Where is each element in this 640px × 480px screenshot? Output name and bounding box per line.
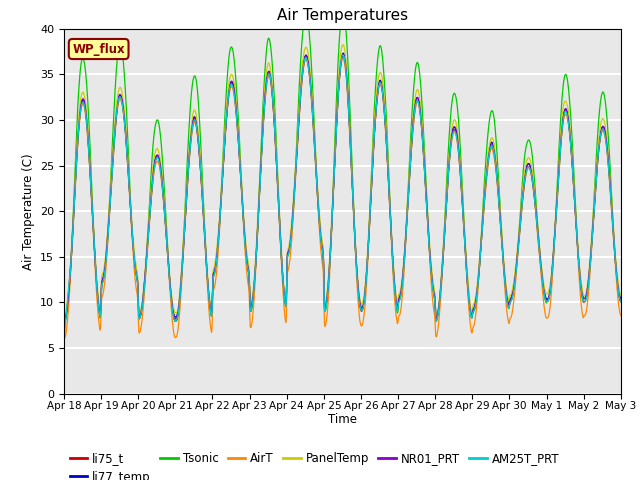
li75_t: [617, 299, 625, 304]
NR01_PRT: [216, 220, 223, 226]
PanelTemp: [60, 311, 68, 317]
Y-axis label: Air Temperature (C): Air Temperature (C): [22, 153, 35, 269]
NR01_PRT: [60, 316, 68, 322]
li75_t: [339, 52, 347, 58]
li77_temp: [584, 285, 591, 291]
Legend: li75_t, li77_temp, Tsonic, AirT, PanelTemp, NR01_PRT, AM25T_PRT: li75_t, li77_temp, Tsonic, AirT, PanelTe…: [65, 447, 564, 480]
li75_t: [60, 317, 68, 323]
PanelTemp: [617, 292, 625, 298]
Tsonic: [371, 93, 379, 98]
li77_temp: [339, 50, 347, 56]
NR01_PRT: [339, 52, 347, 58]
Tsonic: [617, 298, 625, 304]
Line: AirT: AirT: [64, 59, 621, 338]
AM25T_PRT: [216, 226, 223, 232]
AirT: [302, 56, 310, 61]
Tsonic: [216, 223, 223, 229]
li75_t: [505, 305, 513, 311]
AirT: [617, 312, 625, 318]
li77_temp: [371, 120, 379, 126]
Line: AM25T_PRT: AM25T_PRT: [64, 55, 621, 339]
X-axis label: Time: Time: [328, 413, 357, 426]
PanelTemp: [339, 42, 347, 48]
Tsonic: [505, 305, 513, 311]
PanelTemp: [216, 218, 223, 224]
NR01_PRT: [171, 316, 179, 322]
AirT: [60, 335, 68, 341]
Line: li77_temp: li77_temp: [64, 53, 621, 318]
Tsonic: [359, 305, 367, 311]
li77_temp: [359, 303, 367, 309]
li75_t: [584, 288, 591, 293]
li75_t: [371, 121, 379, 127]
Tsonic: [568, 135, 576, 141]
AM25T_PRT: [504, 304, 512, 310]
li75_t: [216, 222, 223, 228]
Tsonic: [584, 289, 591, 295]
NR01_PRT: [617, 299, 625, 304]
AirT: [371, 122, 379, 128]
NR01_PRT: [505, 303, 513, 309]
NR01_PRT: [359, 304, 367, 310]
li77_temp: [60, 315, 68, 321]
li77_temp: [216, 220, 223, 226]
AM25T_PRT: [617, 299, 625, 305]
Line: Tsonic: Tsonic: [64, 29, 621, 322]
PanelTemp: [505, 298, 513, 303]
NR01_PRT: [584, 285, 591, 290]
Title: Air Temperatures: Air Temperatures: [277, 9, 408, 24]
PanelTemp: [568, 152, 576, 157]
AM25T_PRT: [339, 52, 347, 58]
li75_t: [172, 318, 179, 324]
AM25T_PRT: [568, 156, 575, 162]
AirT: [568, 159, 576, 165]
PanelTemp: [433, 313, 440, 319]
Tsonic: [61, 319, 68, 324]
PanelTemp: [584, 282, 591, 288]
li75_t: [568, 159, 576, 165]
NR01_PRT: [568, 157, 576, 163]
li77_temp: [60, 315, 68, 321]
AM25T_PRT: [371, 124, 379, 130]
li77_temp: [568, 157, 576, 163]
AM25T_PRT: [60, 336, 68, 342]
li75_t: [359, 305, 367, 311]
Line: PanelTemp: PanelTemp: [64, 45, 621, 316]
AirT: [584, 300, 591, 306]
AirT: [60, 335, 68, 341]
Tsonic: [300, 26, 307, 32]
PanelTemp: [359, 300, 367, 306]
NR01_PRT: [371, 120, 379, 125]
Line: NR01_PRT: NR01_PRT: [64, 55, 621, 319]
Line: li75_t: li75_t: [64, 55, 621, 321]
AM25T_PRT: [584, 290, 591, 296]
AirT: [505, 320, 513, 325]
AM25T_PRT: [359, 307, 367, 312]
li77_temp: [617, 296, 625, 301]
Tsonic: [60, 318, 68, 324]
AirT: [216, 227, 223, 233]
li77_temp: [505, 302, 513, 308]
Text: WP_flux: WP_flux: [72, 43, 125, 56]
PanelTemp: [371, 113, 379, 119]
AirT: [359, 320, 367, 325]
